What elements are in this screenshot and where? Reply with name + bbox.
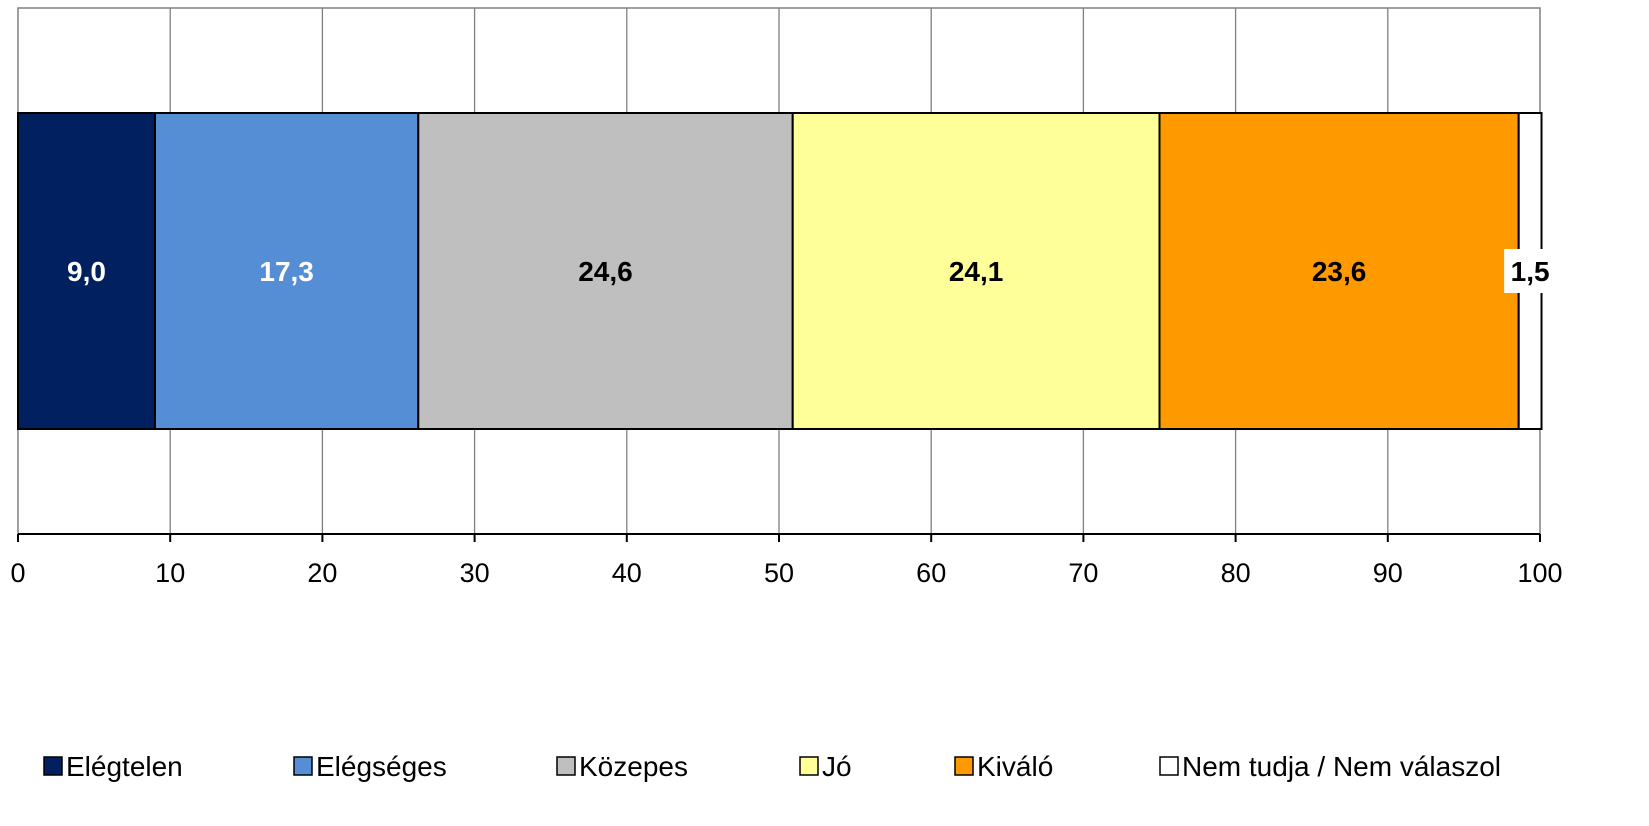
legend-label: Kiváló [977, 751, 1053, 782]
data-label: 23,6 [1312, 256, 1367, 287]
x-tick-label: 70 [1068, 558, 1098, 588]
data-label: 24,1 [949, 256, 1004, 287]
x-tick-label: 40 [612, 558, 642, 588]
legend-label: Jó [822, 751, 852, 782]
x-tick-label: 50 [764, 558, 794, 588]
data-label: 1,5 [1511, 256, 1550, 287]
data-label: 17,3 [259, 256, 314, 287]
legend-swatch [293, 756, 313, 776]
bar-segment [417, 112, 794, 430]
x-axis: 0 10 20 30 40 50 60 70 80 90 100 [10, 533, 1563, 588]
legend-label: Nem tudja / Nem válaszol [1182, 751, 1501, 782]
data-label: 24,6 [578, 256, 633, 287]
bar-segment [791, 112, 1161, 430]
legend: Elégtelen Elégséges Közepes Jó Kiváló Nem tud… [43, 751, 1501, 782]
x-tick-label: 20 [307, 558, 337, 588]
data-labels: 9,0 17,3 24,6 24,1 23,6 1,5 [67, 249, 1557, 293]
legend-swatch [1159, 756, 1179, 776]
x-tick-label: 60 [916, 558, 946, 588]
x-tick-label: 30 [460, 558, 490, 588]
bar-segment [17, 112, 156, 430]
x-tick-label: 90 [1373, 558, 1403, 588]
x-tick-label: 80 [1221, 558, 1251, 588]
legend-swatch [954, 756, 974, 776]
bar-segments [17, 112, 1543, 430]
bar-segment [153, 112, 420, 430]
bar-segment [1158, 112, 1520, 430]
data-label: 9,0 [67, 256, 106, 287]
legend-swatch [43, 756, 63, 776]
legend-label: Elégtelen [66, 751, 183, 782]
data-label-background [1504, 249, 1557, 293]
x-tick-label: 10 [155, 558, 185, 588]
legend-label: Közepes [579, 751, 688, 782]
legend-swatch [556, 756, 576, 776]
x-tick-label: 100 [1517, 558, 1562, 588]
x-tick-label: 0 [10, 558, 25, 588]
legend-swatch [799, 756, 819, 776]
legend-label: Elégséges [316, 751, 447, 782]
